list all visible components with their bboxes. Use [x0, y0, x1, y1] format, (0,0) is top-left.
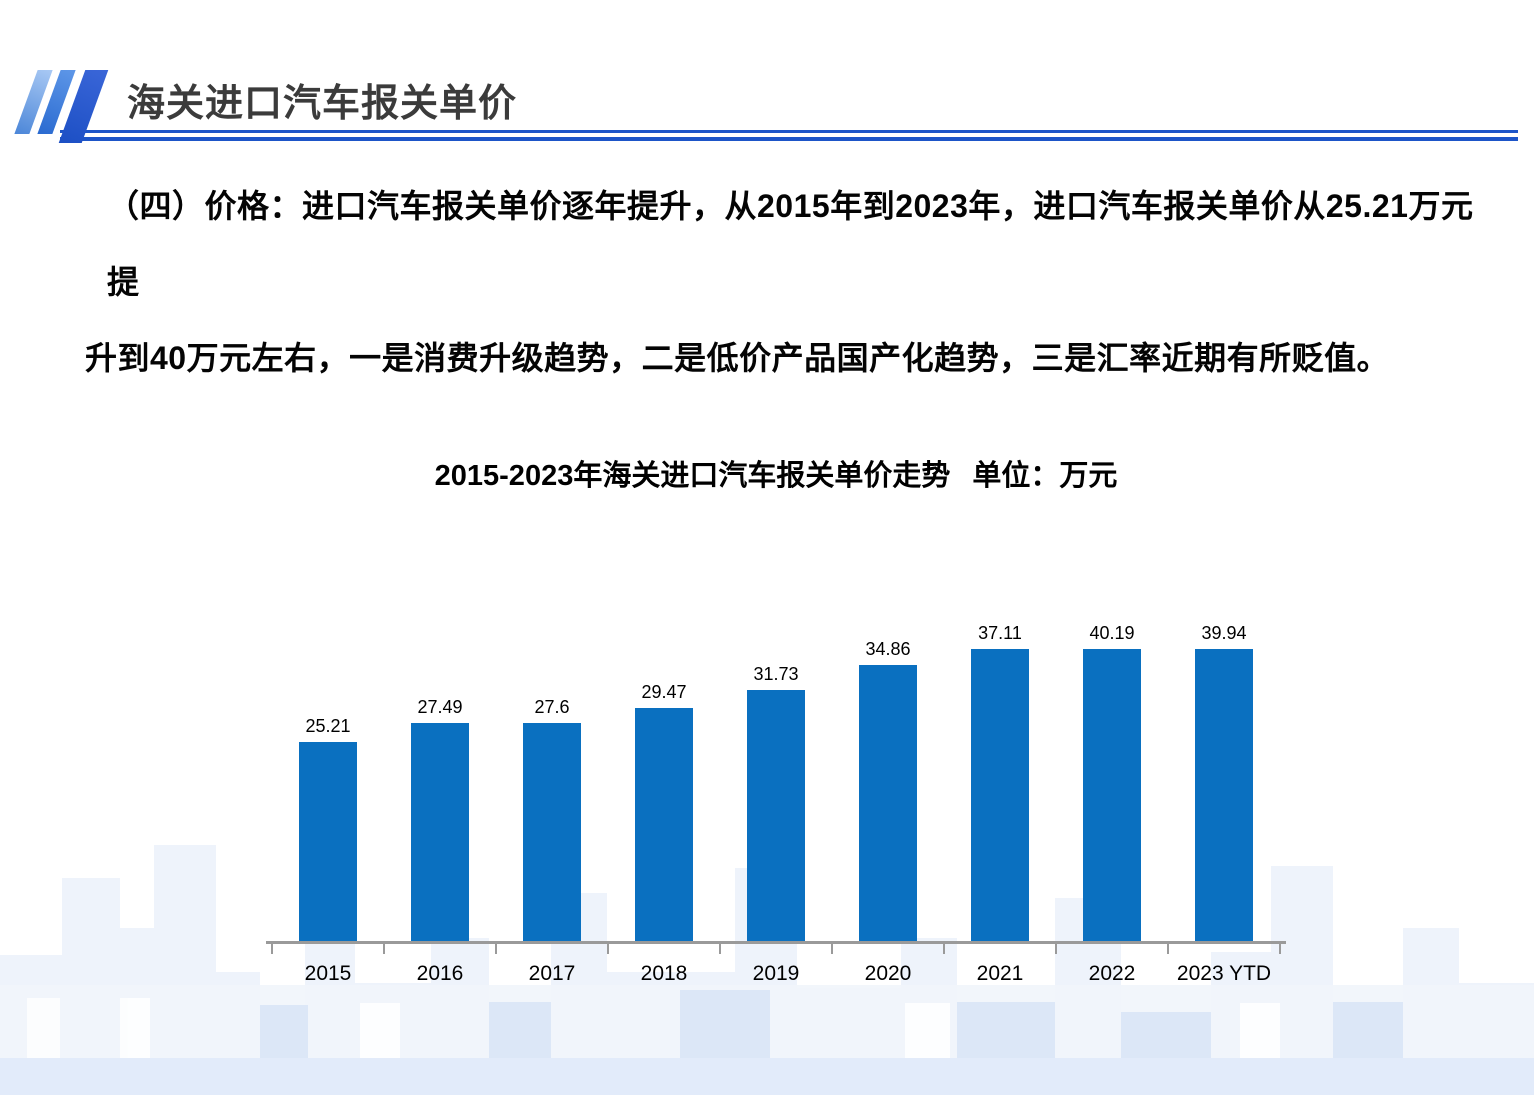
bar-slot: 40.19: [1056, 623, 1168, 941]
x-axis-label: 2016: [416, 962, 464, 985]
body-line-2: 升到40万元左右，一是消费升级趋势，二是低价产品国产化趋势，三是汇率近期有所贬值…: [85, 340, 1390, 376]
bar-value-label: 34.86: [865, 639, 911, 659]
bar-slot: 27.49: [384, 623, 496, 941]
chart-title-text: 2015-2023年海关进口汽车报关单价走势: [434, 460, 951, 492]
skyline-decoration: [0, 845, 1534, 1095]
bar-slot: 31.73: [720, 623, 832, 941]
bar-value-label: 25.21: [305, 716, 351, 736]
bar-slot: 29.47: [608, 623, 720, 941]
chart-unit-label: 单位：万元: [972, 460, 1118, 492]
x-axis-tick: [495, 944, 497, 954]
x-axis-label: 2020: [864, 962, 912, 985]
x-axis-tick: [383, 944, 385, 954]
x-axis-tick: [831, 944, 833, 954]
x-axis-label: 2018: [640, 962, 688, 985]
x-axis-label: 2021: [976, 962, 1024, 985]
x-axis-tick: [271, 944, 273, 954]
x-axis-labels: 2015 2016 2017 2018 2019 2020 2021 2022 2023 YTD: [272, 962, 1280, 986]
x-axis-label: 2017: [528, 962, 576, 985]
x-axis-label: 2019: [752, 962, 800, 985]
x-axis-label: 2015: [304, 962, 352, 985]
x-axis-tick: [607, 944, 609, 954]
header-divider-thin: [60, 130, 1518, 133]
bar-value-label: 39.94: [1201, 623, 1247, 643]
bar: [523, 723, 581, 941]
header-divider-thick: [60, 137, 1518, 141]
bar-value-label: 27.49: [417, 697, 463, 717]
bar-value-label: 31.73: [753, 664, 799, 684]
x-axis-label: 2023 YTD: [1176, 962, 1272, 985]
bar: [635, 708, 693, 941]
x-axis-label: 2022: [1088, 962, 1136, 985]
bar: [1083, 649, 1141, 941]
x-axis-tick: [1167, 944, 1169, 954]
bar: [747, 690, 805, 941]
bar-value-label: 29.47: [641, 682, 687, 702]
plot-area: 25.21 27.49 27.6 29.47 31.73 34.86 37.11 40.19 3…: [272, 623, 1280, 941]
page-title: 海关进口汽车报关单价: [127, 83, 518, 125]
bar-slot: 25.21: [272, 623, 384, 941]
bar: [1195, 649, 1253, 941]
bar: [411, 723, 469, 941]
bar: [299, 742, 357, 941]
bar-slot: 27.6: [496, 623, 608, 941]
bar: [971, 649, 1029, 941]
x-axis-tick: [719, 944, 721, 954]
bar-value-label: 40.19: [1089, 623, 1135, 643]
bar: [859, 665, 917, 941]
chart-title: 2015-2023年海关进口汽车报关单价走势 单位：万元: [272, 452, 1280, 494]
x-axis-tick: [1279, 944, 1281, 954]
bar-value-label: 27.6: [534, 697, 570, 717]
logo-slashes-icon: [12, 68, 122, 148]
body-paragraph: （四）价格：进口汽车报关单价逐年提升，从2015年到2023年，进口汽车报关单价…: [85, 168, 1475, 396]
bar-slot: 39.94: [1168, 623, 1280, 941]
x-axis-tick: [943, 944, 945, 954]
bar-slot: 37.11: [944, 623, 1056, 941]
bar-chart: 2015-2023年海关进口汽车报关单价走势 单位：万元 25.21 27.49 27…: [266, 452, 1286, 1012]
bar-value-label: 37.11: [978, 623, 1022, 643]
body-line-1: （四）价格：进口汽车报关单价逐年提升，从2015年到2023年，进口汽车报关单价…: [107, 188, 1474, 300]
x-axis-line: [266, 941, 1286, 944]
bar-slot: 34.86: [832, 623, 944, 941]
x-axis-tick: [1055, 944, 1057, 954]
